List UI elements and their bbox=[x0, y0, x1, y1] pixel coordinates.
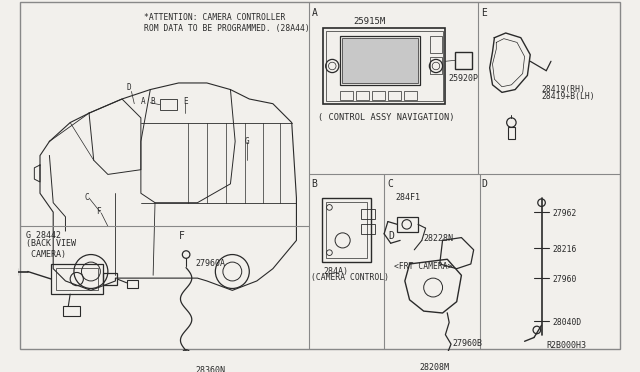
Bar bbox=[323, 28, 445, 104]
Bar bbox=[340, 90, 353, 100]
Text: (BACK VIEW
 CAMERA): (BACK VIEW CAMERA) bbox=[26, 240, 76, 259]
Text: (CAMERA CONTROL): (CAMERA CONTROL) bbox=[310, 273, 388, 282]
Text: C: C bbox=[387, 179, 393, 189]
Text: E: E bbox=[481, 7, 487, 17]
Text: 284A): 284A) bbox=[324, 267, 349, 276]
Text: D: D bbox=[388, 231, 394, 241]
Text: F: F bbox=[97, 208, 101, 217]
Bar bbox=[508, 127, 515, 139]
Text: 28419(RH): 28419(RH) bbox=[541, 85, 586, 94]
Text: G 28442: G 28442 bbox=[26, 231, 61, 240]
Text: B: B bbox=[150, 97, 155, 106]
Text: 28208M: 28208M bbox=[419, 363, 449, 372]
Text: 27960A: 27960A bbox=[196, 259, 225, 268]
Bar bbox=[430, 36, 442, 53]
Bar bbox=[404, 90, 417, 100]
Bar bbox=[430, 57, 442, 74]
Text: E: E bbox=[183, 97, 188, 106]
Bar bbox=[340, 36, 420, 85]
Bar bbox=[326, 202, 367, 258]
Bar bbox=[160, 99, 177, 110]
Text: 28216: 28216 bbox=[553, 245, 577, 254]
Text: *ATTENTION: CAMERA CONTROLLER
ROM DATA TO BE PROGRAMMED. (28A44): *ATTENTION: CAMERA CONTROLLER ROM DATA T… bbox=[144, 13, 310, 33]
Bar bbox=[356, 90, 369, 100]
Text: F: F bbox=[179, 231, 184, 241]
Text: B: B bbox=[312, 179, 317, 189]
Text: ( CONTROL ASSY NAVIGATION): ( CONTROL ASSY NAVIGATION) bbox=[318, 113, 454, 122]
Text: C: C bbox=[84, 193, 89, 202]
Bar bbox=[51, 264, 103, 294]
Bar bbox=[388, 90, 401, 100]
Bar bbox=[56, 268, 99, 291]
Bar bbox=[103, 273, 117, 285]
Bar bbox=[326, 31, 442, 101]
Text: 27962: 27962 bbox=[553, 209, 577, 218]
Text: 25915M: 25915M bbox=[353, 17, 385, 26]
Text: D: D bbox=[127, 83, 131, 92]
Bar bbox=[10, 268, 17, 275]
Text: R2B000H3: R2B000H3 bbox=[547, 341, 586, 350]
Text: D: D bbox=[481, 179, 487, 189]
Bar bbox=[362, 224, 374, 234]
Text: 27960B: 27960B bbox=[452, 339, 482, 349]
Bar bbox=[455, 52, 472, 69]
Text: A: A bbox=[141, 97, 145, 106]
Bar bbox=[362, 209, 374, 219]
Text: 28419+B(LH): 28419+B(LH) bbox=[541, 92, 595, 102]
Text: <FRT CAMERA>: <FRT CAMERA> bbox=[394, 262, 452, 271]
Bar bbox=[322, 198, 371, 262]
Bar bbox=[63, 307, 79, 316]
Text: 25920P: 25920P bbox=[448, 74, 478, 83]
Text: 27960: 27960 bbox=[553, 275, 577, 284]
Text: 284F1: 284F1 bbox=[396, 193, 420, 202]
Bar bbox=[397, 217, 418, 232]
Bar bbox=[372, 90, 385, 100]
Bar bbox=[181, 364, 191, 371]
Text: 28228N: 28228N bbox=[424, 234, 454, 243]
Text: 28360N: 28360N bbox=[196, 366, 225, 372]
Text: G: G bbox=[244, 137, 249, 146]
Bar bbox=[342, 38, 418, 83]
Text: A: A bbox=[312, 7, 317, 17]
Bar bbox=[127, 280, 138, 288]
Text: 28040D: 28040D bbox=[553, 318, 582, 327]
